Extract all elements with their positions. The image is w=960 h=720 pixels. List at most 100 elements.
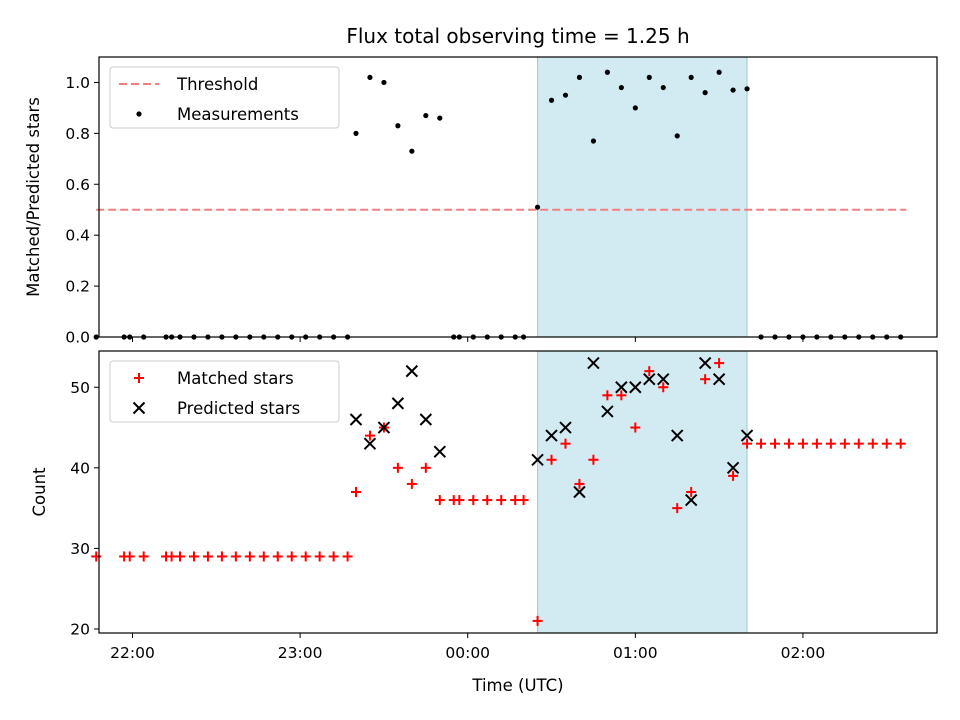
legend-label: Threshold — [176, 75, 258, 94]
matched-star-point — [510, 495, 521, 506]
matched-star-point — [714, 358, 725, 369]
predicted-star-point — [419, 413, 433, 426]
predicted-star-point — [740, 429, 754, 442]
chart-title: Flux total observing time = 1.25 h — [346, 24, 689, 48]
matched-star-point — [867, 438, 878, 449]
y-tick-label: 0.8 — [65, 125, 90, 143]
measurement-point — [590, 138, 597, 144]
bottom-series-layer — [91, 356, 906, 626]
legend-label: Matched stars — [177, 369, 294, 388]
matched-star-point — [769, 438, 780, 449]
predicted-star-point — [643, 372, 656, 386]
x-tick-label: 02:00 — [781, 644, 826, 662]
measurement-point — [688, 74, 694, 80]
measurement-point — [674, 133, 680, 139]
matched-star-point — [686, 487, 697, 497]
predicted-star-point — [531, 453, 544, 466]
matched-star-point — [188, 551, 199, 562]
measurement-point — [646, 74, 652, 80]
matched-star-point — [258, 551, 269, 562]
top-axis-ticks: 0.0 0.2 0.4 0.6 0.8 1.0 — [65, 74, 804, 347]
measurement-point — [604, 69, 610, 75]
top-panel: 0.0 0.2 0.4 0.6 0.8 1.0 Matched/Predicted sta… — [24, 56, 938, 347]
matched-star-point — [314, 551, 325, 562]
predicted-star-point — [615, 381, 628, 394]
measurement-point — [548, 97, 555, 103]
matched-star-point — [602, 390, 613, 401]
matched-star-point — [166, 551, 177, 562]
matched-star-point — [496, 495, 507, 506]
predicted-star-point — [698, 356, 712, 370]
predicted-star-point — [363, 437, 377, 450]
top-legend: Threshold Measurements — [109, 66, 340, 129]
top-y-axis-label: Matched/Predicted stars — [24, 97, 43, 297]
legend-label: Measurements — [177, 105, 299, 124]
matched-star-point — [853, 438, 864, 449]
measurement-point — [423, 112, 429, 119]
matched-star-point — [783, 438, 794, 449]
measurement-point — [744, 86, 750, 92]
matched-star-point — [342, 551, 353, 562]
predicted-star-point — [377, 421, 391, 434]
matched-star-point — [350, 487, 361, 497]
predicted-star-point — [545, 429, 558, 442]
y-tick-label: 1.0 — [65, 74, 90, 92]
measurement-point — [716, 69, 722, 75]
matched-star-point — [124, 551, 135, 562]
matched-star-point — [658, 382, 669, 393]
measurement-point — [562, 92, 569, 98]
y-tick-label: 20 — [70, 620, 90, 638]
measurement-point — [395, 123, 401, 129]
predicted-star-point — [629, 381, 642, 394]
legend-symbol — [132, 401, 146, 415]
predicted-star-point — [391, 397, 405, 410]
legend-symbol — [136, 111, 142, 117]
matched-star-point — [742, 438, 753, 449]
y-tick-label: 40 — [70, 459, 90, 477]
y-tick-label: 30 — [70, 540, 90, 558]
predicted-star-point — [433, 445, 446, 458]
matched-star-point — [588, 454, 599, 465]
measurement-point — [576, 74, 583, 80]
measurement-point — [437, 115, 443, 121]
matched-star-point — [616, 390, 627, 401]
matched-star-point — [700, 374, 711, 385]
bottom-highlight-span — [537, 350, 748, 634]
measurement-point — [409, 148, 415, 154]
predicted-star-point — [573, 485, 586, 499]
matched-star-point — [175, 551, 186, 562]
predicted-star-point — [405, 364, 419, 378]
matched-star-point — [756, 438, 767, 449]
y-tick-label: 0.0 — [65, 329, 90, 347]
matched-star-point — [630, 422, 641, 433]
matched-star-point — [728, 470, 739, 481]
predicted-star-point — [559, 421, 572, 434]
legend-label: Predicted stars — [177, 399, 300, 418]
matched-star-point — [364, 430, 375, 441]
y-tick-label: 0.4 — [65, 227, 90, 245]
legend-box — [109, 360, 340, 423]
predicted-star-point — [657, 372, 670, 386]
predicted-star-point — [726, 461, 740, 475]
x-tick-label: 01:00 — [613, 644, 658, 662]
matched-star-point — [272, 551, 283, 562]
matched-star-point — [672, 503, 683, 514]
predicted-star-point — [587, 356, 600, 370]
matched-star-point — [560, 438, 571, 449]
matched-star-point — [574, 478, 585, 489]
matched-star-point — [482, 495, 493, 506]
matched-star-point — [138, 551, 149, 562]
measurement-point — [381, 79, 387, 86]
bottom-legend: Matched stars Predicted stars — [109, 360, 340, 423]
matched-star-point — [468, 495, 479, 506]
predicted-star-point — [684, 493, 698, 507]
matched-star-point — [797, 438, 808, 449]
y-tick-label: 0.2 — [65, 278, 90, 296]
matched-star-point — [202, 551, 213, 562]
measurement-point — [353, 130, 359, 136]
bottom-y-axis-label: Count — [30, 467, 49, 517]
measurement-point — [618, 84, 624, 91]
predicted-star-point — [671, 429, 684, 442]
matched-star-point — [881, 438, 892, 449]
matched-star-point — [420, 462, 431, 473]
